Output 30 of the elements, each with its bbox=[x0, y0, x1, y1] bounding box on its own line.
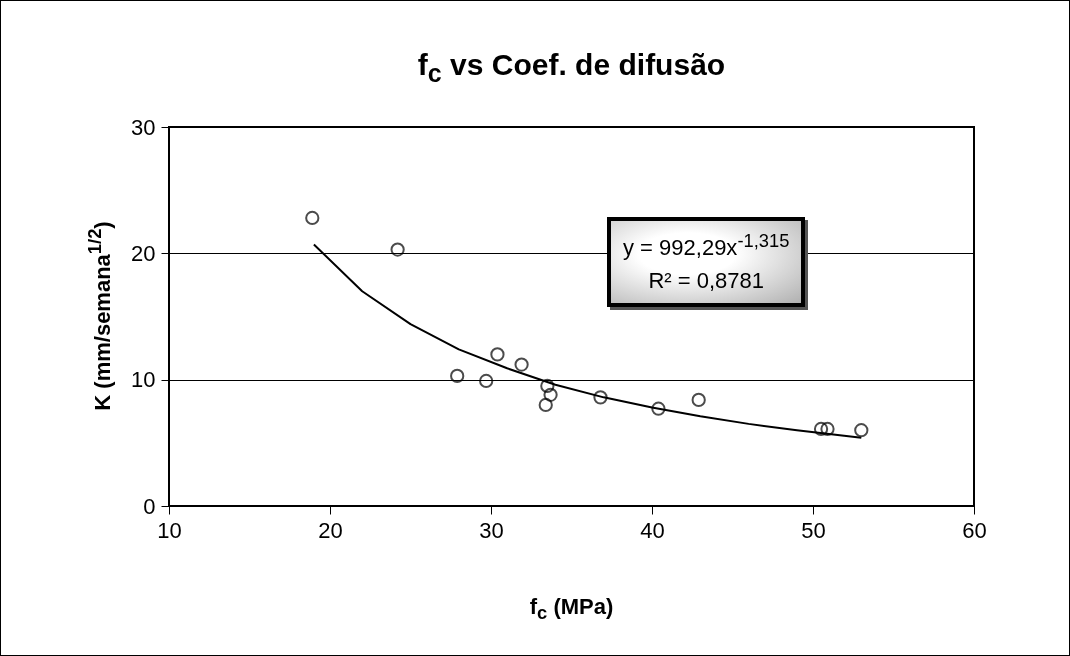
x-tick-label: 10 bbox=[157, 517, 182, 543]
point bbox=[538, 397, 553, 413]
annotation: y = 992,29x$^{-1,315}$ bbox=[623, 229, 790, 263]
point bbox=[820, 421, 835, 437]
y-tick-label: 10 bbox=[131, 367, 156, 393]
point bbox=[479, 373, 494, 389]
y-tick-label: 0 bbox=[143, 493, 156, 519]
point bbox=[514, 357, 529, 372]
x-tick-label: 50 bbox=[801, 517, 826, 543]
annotation: R² = 0,8781 bbox=[647, 267, 765, 296]
text-box: y = 992,29x$^{-1,315}$ R² = 0,8781 bbox=[607, 217, 806, 308]
chart-title: f$_{c}$ vs Coef. de difusão bbox=[416, 48, 727, 88]
x-axis-title: f$_{c}$ (MPa) bbox=[528, 594, 615, 625]
x-tick-label: 40 bbox=[640, 517, 665, 543]
point bbox=[390, 242, 405, 257]
x-tick-label: 60 bbox=[962, 517, 987, 543]
x-tick-label: 30 bbox=[479, 517, 504, 543]
y-tick-label: 20 bbox=[131, 240, 156, 266]
point bbox=[450, 368, 465, 383]
point bbox=[651, 401, 666, 416]
point bbox=[691, 392, 706, 407]
x-tick-label: 20 bbox=[318, 517, 343, 543]
point bbox=[813, 421, 829, 437]
point bbox=[593, 390, 608, 405]
point bbox=[543, 387, 558, 402]
point bbox=[305, 210, 320, 226]
y-tick-label: 30 bbox=[131, 114, 156, 140]
point bbox=[540, 378, 555, 394]
point bbox=[854, 423, 869, 438]
point bbox=[490, 347, 505, 362]
